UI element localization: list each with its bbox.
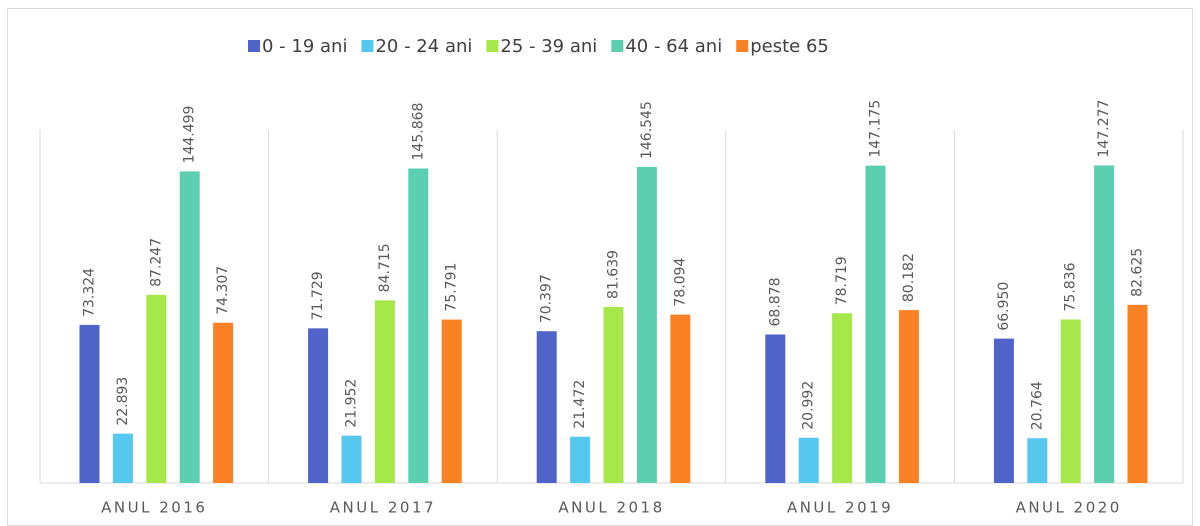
bar: [213, 322, 234, 483]
data-label: 66.950: [996, 282, 1012, 331]
bar: [441, 319, 462, 483]
bar: [798, 437, 819, 483]
data-label: 78.719: [834, 256, 850, 305]
data-label: 146.545: [639, 101, 655, 159]
legend-label: 0 - 19 ani: [262, 36, 347, 57]
legend-label: 20 - 24 ani: [375, 36, 472, 57]
bar: [79, 324, 100, 483]
bar: [308, 328, 329, 483]
legend-swatch: [361, 40, 374, 52]
legend-swatch: [611, 40, 624, 52]
bar: [341, 435, 362, 483]
bar: [993, 338, 1014, 483]
data-label: 21.472: [572, 380, 588, 429]
bar: [670, 314, 691, 483]
bar: [112, 433, 133, 483]
legend-swatch: [736, 40, 749, 52]
bar: [179, 171, 200, 484]
data-label: 147.277: [1096, 100, 1112, 158]
data-label: 21.952: [344, 379, 360, 428]
bar: [898, 310, 919, 483]
data-label: 73.324: [82, 268, 98, 317]
data-label: 82.625: [1130, 248, 1146, 297]
x-tick-label: ANUL 2017: [330, 499, 436, 517]
bar: [1027, 438, 1048, 483]
data-label: 84.715: [377, 243, 393, 292]
x-tick-label: ANUL 2016: [101, 499, 207, 517]
bar: [603, 306, 624, 483]
bar: [374, 300, 395, 483]
data-label: 68.878: [767, 277, 783, 326]
x-tick-label: ANUL 2020: [1016, 499, 1122, 517]
bar: [146, 294, 167, 483]
data-label: 87.247: [148, 238, 164, 287]
data-label: 145.868: [410, 103, 426, 161]
data-label: 80.182: [901, 253, 917, 302]
legend-label: 25 - 39 ani: [500, 36, 597, 57]
data-label: 20.992: [801, 381, 817, 430]
bar: [1127, 304, 1148, 483]
bar: [832, 313, 853, 483]
bar: [636, 167, 657, 484]
bar: [1094, 165, 1115, 484]
legend-label: peste 65: [750, 36, 829, 57]
data-label: 74.307: [215, 266, 231, 315]
legend-swatch: [248, 40, 260, 52]
data-label: 75.791: [444, 263, 460, 312]
bar: [570, 436, 591, 483]
data-label: 71.729: [310, 271, 326, 320]
data-label: 144.499: [182, 106, 198, 164]
bar: [536, 331, 557, 483]
data-label: 70.397: [539, 274, 555, 323]
data-label: 20.764: [1029, 381, 1045, 430]
x-tick-label: ANUL 2018: [558, 499, 664, 517]
data-label: 22.893: [115, 377, 131, 426]
bar: [1060, 319, 1081, 483]
bar: [408, 168, 429, 484]
data-label: 78.094: [672, 258, 688, 307]
x-tick-label: ANUL 2019: [787, 499, 893, 517]
legend-swatch: [486, 40, 499, 52]
legend-label: 40 - 64 ani: [625, 36, 722, 57]
bar: [865, 165, 886, 483]
data-label: 147.175: [868, 100, 884, 158]
data-label: 75.836: [1063, 262, 1079, 311]
bar: [765, 334, 786, 483]
data-label: 81.639: [606, 250, 622, 299]
